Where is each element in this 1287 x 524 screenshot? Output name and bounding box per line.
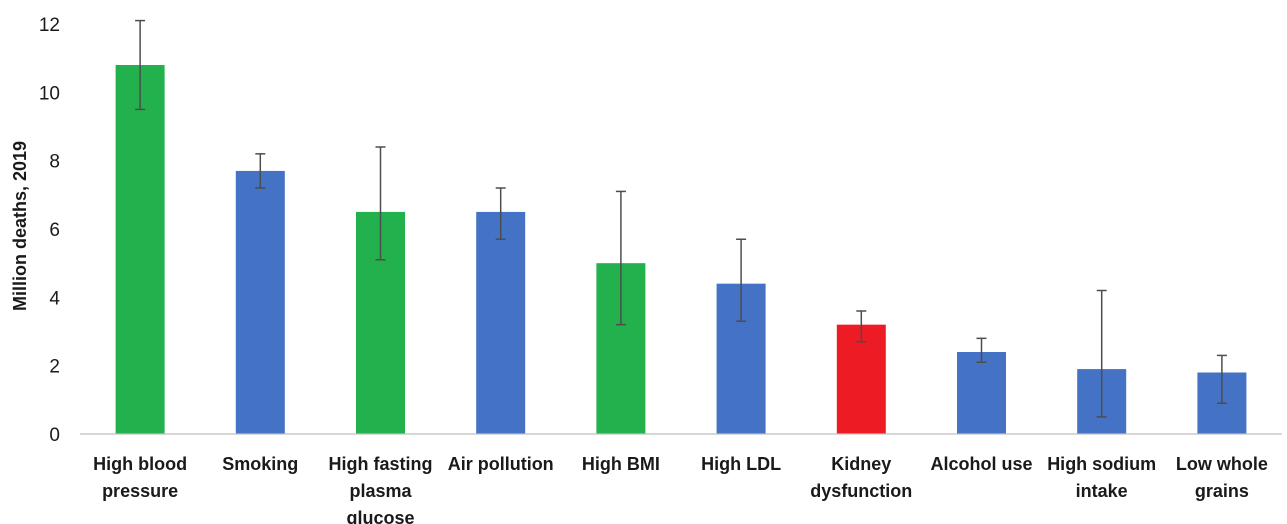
error-bars	[135, 19, 1227, 418]
category-label: Air pollution	[448, 454, 554, 474]
category-label: High blood pressure	[93, 454, 187, 501]
y-tick-label: 8	[49, 152, 60, 173]
category-label: High LDL	[701, 454, 781, 474]
category-label-line: High fasting	[329, 454, 433, 474]
y-tick-label: 10	[39, 83, 60, 104]
bar	[235, 170, 285, 434]
bar	[476, 211, 526, 434]
error-bar	[856, 310, 867, 343]
category-label-line: High LDL	[701, 454, 781, 474]
category-label: Kidney dysfunction	[810, 454, 912, 501]
y-tick-label: 12	[39, 15, 60, 36]
category-label-line: glucose	[346, 508, 414, 524]
category-label-line: plasma	[349, 481, 412, 501]
category-label-line: Smoking	[222, 454, 298, 474]
y-axis-label: Million deaths, 2019	[10, 141, 30, 311]
category-label: Alcohol use	[930, 454, 1032, 474]
error-bar	[255, 153, 266, 189]
error-bar	[1096, 289, 1107, 418]
category-label-line: grains	[1195, 481, 1249, 501]
category-label-line: intake	[1076, 481, 1128, 501]
error-bar	[495, 187, 506, 240]
category-label-line: Kidney	[831, 454, 891, 474]
category-label: High fasting plasma glucose	[329, 454, 433, 524]
category-label-line: dysfunction	[810, 481, 912, 501]
error-bar	[736, 238, 747, 322]
category-label: Smoking	[222, 454, 298, 474]
y-tick-label: 6	[49, 220, 60, 241]
y-tick-label: 2	[49, 357, 60, 378]
category-label-line: Low whole	[1176, 454, 1268, 474]
category-label-line: High sodium	[1047, 454, 1156, 474]
y-tick-label: 4	[49, 288, 60, 309]
bar	[957, 352, 1006, 434]
y-tick-label: 0	[49, 425, 60, 446]
category-label-line: Air pollution	[448, 454, 554, 474]
bar	[115, 65, 165, 434]
category-label-line: High blood	[93, 454, 187, 474]
y-tick-labels: 0 2 4 6 8 10 12	[39, 15, 61, 446]
error-bar	[615, 190, 626, 326]
category-label-line: pressure	[102, 481, 178, 501]
category-label-line: Alcohol use	[930, 454, 1032, 474]
category-label-line: High BMI	[582, 454, 660, 474]
category-label: High BMI	[582, 454, 660, 474]
error-bar	[976, 337, 987, 363]
error-bar	[135, 19, 146, 111]
error-bar	[375, 146, 386, 261]
category-labels: High blood pressure Smoking High fasting pla…	[93, 454, 1268, 524]
category-label: High sodium intake	[1047, 454, 1156, 501]
bar	[836, 324, 886, 434]
error-bar	[1216, 354, 1227, 404]
y-axis-label-group: Million deaths, 2019	[10, 141, 30, 311]
category-label: Low whole grains	[1176, 454, 1268, 501]
bars	[115, 65, 1247, 434]
